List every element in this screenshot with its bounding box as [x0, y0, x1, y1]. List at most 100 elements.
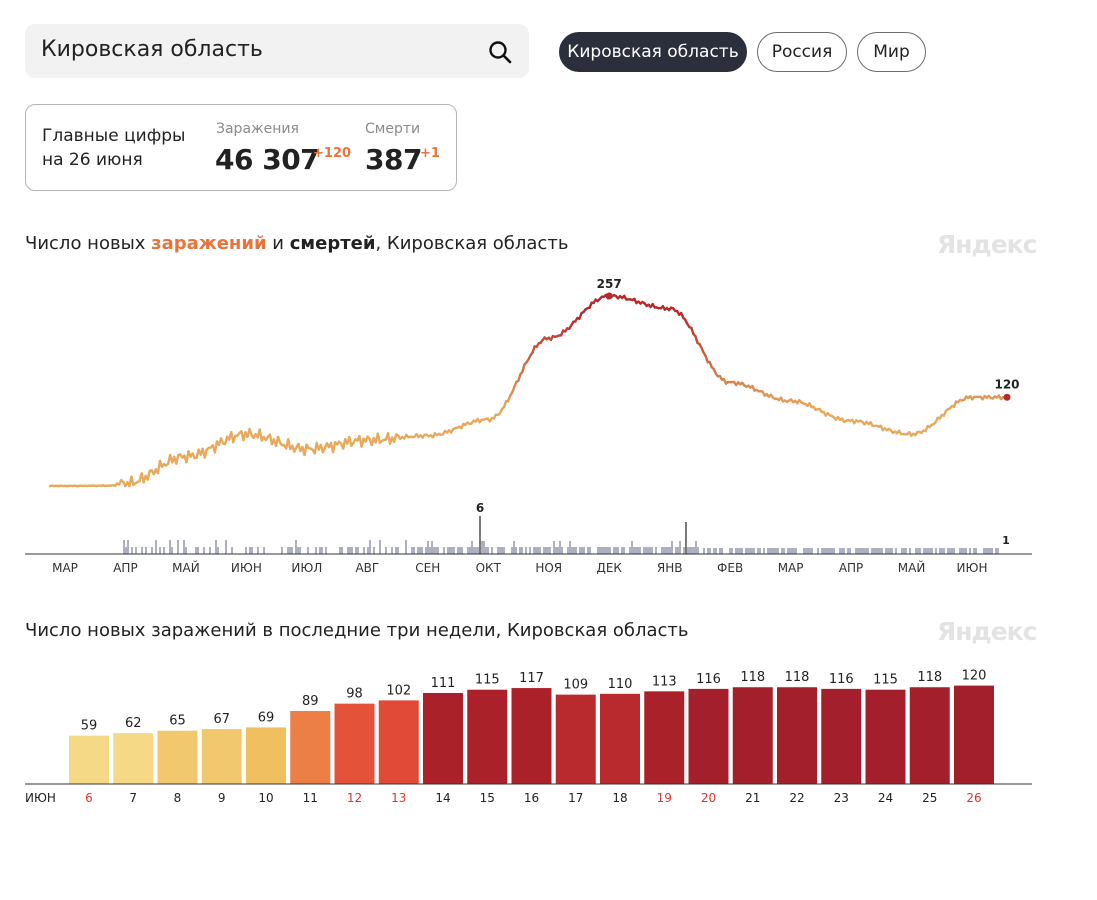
chart1-title-infections: заражений [151, 233, 267, 254]
bar-value-label: 115 [873, 673, 898, 688]
month-tick-label: ИЮН [231, 561, 262, 575]
bar [732, 687, 773, 784]
search-bar[interactable]: Кировская область [25, 24, 529, 78]
month-tick-label: АПР [113, 561, 137, 575]
bar [290, 711, 331, 784]
day-tick-label: 26 [966, 791, 981, 805]
bar-value-label: 115 [475, 673, 500, 688]
bar [644, 691, 685, 784]
month-tick-label: ОКТ [476, 561, 502, 575]
day-tick-label: 7 [129, 791, 137, 805]
bar-value-label: 110 [608, 677, 633, 692]
month-tick-label: АПР [839, 561, 863, 575]
chart2-title: Число новых заражений в последние три не… [25, 620, 689, 641]
day-tick-label: 6 [85, 791, 93, 805]
bar-value-label: 120 [962, 669, 987, 684]
filter-russia[interactable]: Россия [757, 32, 847, 72]
last-value-marker [1003, 393, 1011, 401]
bar-value-label: 59 [81, 719, 98, 734]
bar [378, 700, 419, 784]
bar-value-label: 67 [213, 712, 230, 727]
day-tick-label: 21 [745, 791, 760, 805]
month-tick-label: МАЙ [898, 560, 926, 575]
bar-value-label: 116 [696, 672, 721, 687]
bar-value-label: 118 [917, 670, 942, 685]
bar-value-label: 62 [125, 716, 142, 731]
search-icon[interactable] [487, 39, 513, 65]
peak-marker [605, 292, 613, 300]
deaths-delta: +1 [420, 146, 440, 161]
filter-kirov-region[interactable]: Кировская область [559, 32, 747, 72]
search-input[interactable]: Кировская область [41, 37, 263, 62]
infections-deaths-chart: 257 120 6 1 МАР АПР МАЙ ИЮН ИЮЛ АВГ СЕН ОКТ НОЯ ДЕК ЯН… [25, 277, 1032, 575]
month-tick-label: МАР [52, 561, 78, 575]
chart1-title-prefix: Число новых [25, 233, 152, 254]
bar [600, 693, 640, 784]
infections-line-segment [213, 440, 219, 454]
yandex-watermark-2: Яндекс [937, 617, 1037, 646]
day-tick-label: 14 [435, 791, 450, 805]
infections-line-segment [376, 432, 382, 444]
deaths-value: 387 [365, 143, 422, 176]
bar [555, 694, 596, 784]
chart1-title: Число новых заражений и смертей, Кировск… [25, 233, 568, 254]
summary-card: Главные цифры на 26 июня Заражения 46 30… [25, 104, 457, 191]
bar [334, 703, 375, 784]
infections-line-segment [175, 453, 180, 465]
bar-value-label: 109 [563, 678, 588, 693]
last-value-label: 120 [994, 377, 1019, 391]
deaths-last-label: 1 [1002, 534, 1010, 547]
month-tick-label: МАР [778, 561, 804, 575]
day-tick-label: 8 [174, 791, 182, 805]
day-tick-label: 24 [878, 791, 893, 805]
bar-value-label: 118 [785, 670, 810, 685]
infections-line-segment [203, 448, 208, 459]
chart1-title-and: и [266, 233, 290, 254]
month-label: ИЮН [25, 791, 56, 805]
day-tick-label: 11 [303, 791, 318, 805]
chart1-title-deaths: смертей [289, 233, 376, 254]
bar [954, 685, 994, 784]
infections-delta: +120 [313, 146, 352, 161]
month-tick-label: СЕН [415, 561, 440, 575]
day-tick-label: 15 [480, 791, 495, 805]
bar-value-label: 98 [346, 687, 363, 702]
day-tick-label: 23 [834, 791, 849, 805]
month-tick-label: ИЮЛ [291, 561, 322, 575]
bar [909, 687, 950, 784]
infections-value: 46 307 [215, 143, 320, 176]
day-tick-label: 10 [258, 791, 273, 805]
day-tick-label: 17 [568, 791, 583, 805]
infections-line-segment [130, 475, 135, 487]
yandex-watermark: Яндекс [937, 230, 1037, 259]
bar-value-label: 89 [302, 694, 319, 709]
bar-value-label: 116 [829, 672, 854, 687]
bar [821, 688, 862, 784]
bar [511, 688, 552, 784]
month-tick-label: НОЯ [535, 561, 562, 575]
bar [157, 730, 198, 784]
day-tick-label: 12 [347, 791, 362, 805]
month-tick-label: ФЕВ [717, 561, 743, 575]
day-tick-label: 9 [218, 791, 226, 805]
bar-value-label: 69 [258, 710, 275, 725]
day-tick-label: 20 [701, 791, 716, 805]
deaths-peak-label: 6 [476, 501, 484, 515]
bar [777, 687, 817, 784]
day-tick-label: 13 [391, 791, 406, 805]
bar-value-label: 113 [652, 674, 677, 689]
bar-value-label: 65 [169, 714, 186, 729]
day-tick-label: 16 [524, 791, 539, 805]
bar [201, 729, 242, 784]
deaths-label: Смерти [365, 121, 421, 137]
infections-line-segment [146, 469, 151, 481]
summary-title-line2: на 26 июня [42, 150, 143, 170]
month-tick-label: ИЮН [957, 561, 988, 575]
bar-value-label: 117 [519, 671, 544, 686]
bar [467, 689, 508, 784]
bar [113, 733, 154, 784]
filter-world[interactable]: Мир [857, 32, 926, 72]
peak-label: 257 [597, 277, 622, 291]
bar-value-label: 102 [386, 683, 411, 698]
bar [865, 689, 906, 784]
